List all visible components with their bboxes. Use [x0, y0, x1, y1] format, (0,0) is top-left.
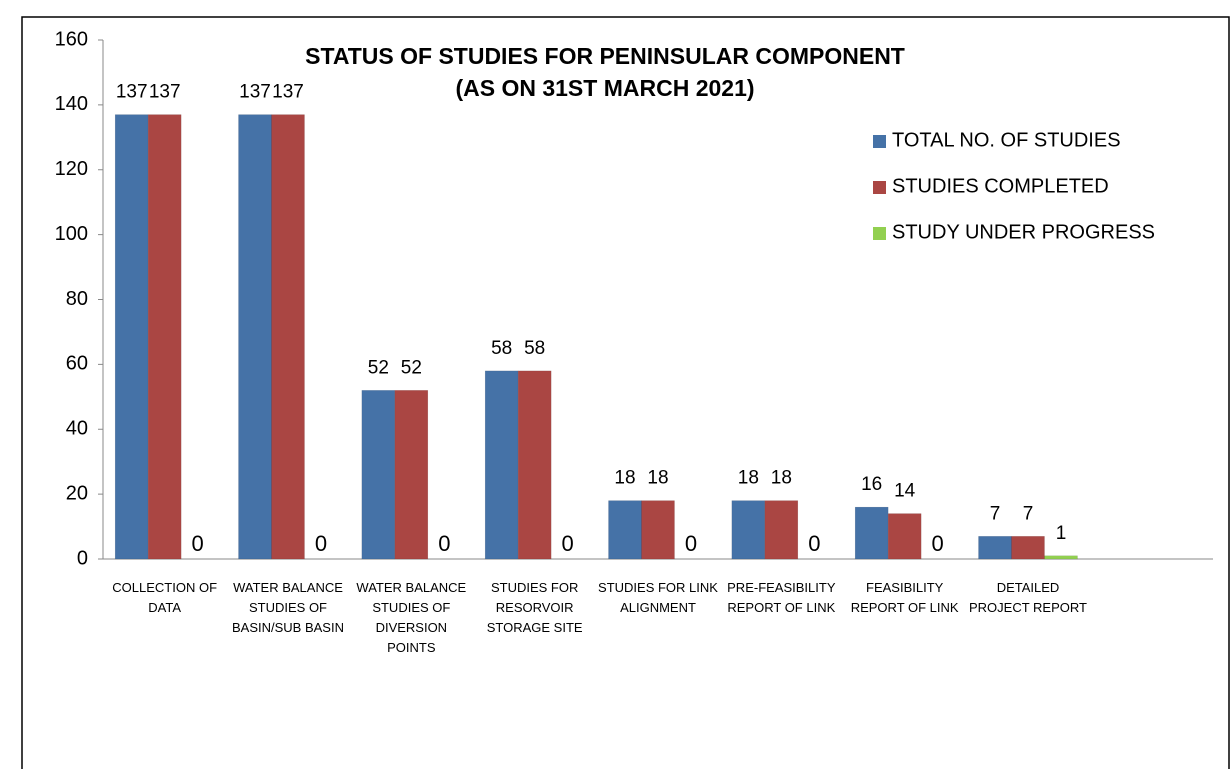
data-label: 52: [368, 357, 389, 378]
data-label: 7: [990, 503, 1001, 524]
bar: [764, 500, 799, 560]
bar: [361, 390, 396, 560]
data-label: 18: [738, 468, 759, 489]
bar: [484, 370, 519, 560]
x-tick-label: DETAILED PROJECT REPORT: [969, 580, 1087, 615]
data-label: 0: [562, 531, 574, 556]
x-tick-label: PRE-FEASIBILITY REPORT OF LINK: [727, 580, 836, 615]
legend-label: STUDY UNDER PROGRESS: [892, 221, 1155, 243]
y-tick-label: 120: [55, 158, 88, 180]
data-label: 16: [861, 474, 882, 495]
data-label: 58: [491, 338, 512, 359]
x-tick-label: STUDIES FOR LINK ALIGNMENT: [598, 580, 718, 615]
y-tick-label: 60: [66, 353, 88, 375]
bar: [731, 500, 766, 560]
bar: [238, 114, 272, 560]
data-label: 0: [315, 531, 327, 556]
data-label: 18: [647, 468, 668, 489]
data-label: 1: [1056, 523, 1067, 544]
x-tick-label: COLLECTION OF DATA: [112, 580, 218, 615]
data-label: 58: [524, 338, 545, 359]
y-tick-label: 20: [66, 482, 88, 504]
bar: [1011, 536, 1045, 560]
bar: [147, 114, 182, 560]
data-label: 7: [1023, 503, 1034, 524]
y-tick-label: 80: [66, 288, 88, 310]
data-label: 0: [192, 531, 204, 556]
data-label: 137: [116, 82, 148, 103]
bar: [271, 114, 305, 560]
data-label: 137: [272, 82, 304, 103]
data-label: 0: [685, 531, 697, 556]
data-label: 52: [401, 357, 422, 378]
x-tick-label: WATER BALANCE STUDIES OF BASIN/SUB BASIN: [232, 580, 344, 635]
chart-border: [21, 16, 1230, 769]
bar: [978, 536, 1012, 560]
bar: [114, 114, 149, 560]
legend-label: STUDIES COMPLETED: [892, 175, 1109, 197]
legend-swatch: [873, 135, 886, 148]
legend-label: TOTAL NO. OF STUDIES: [892, 129, 1121, 151]
bar: [854, 506, 889, 560]
y-tick-label: 160: [55, 28, 88, 50]
data-label: 0: [932, 531, 944, 556]
x-tick-label: FEASIBILITY REPORT OF LINK: [850, 580, 959, 615]
data-label: 14: [894, 481, 916, 502]
bar: [641, 500, 675, 560]
y-tick-label: 40: [66, 418, 88, 440]
x-tick-label: WATER BALANCE STUDIES OF DIVERSION POINT…: [356, 580, 467, 655]
data-label: 18: [771, 468, 792, 489]
bar: [394, 390, 429, 560]
x-tick-label: STUDIES FOR RESORVOIR STORAGE SITE: [486, 580, 583, 635]
legend-swatch: [873, 181, 886, 194]
data-label: 137: [239, 82, 271, 103]
bar: [608, 500, 642, 560]
bar: [517, 370, 552, 560]
data-label: 137: [149, 82, 181, 103]
y-tick-label: 0: [77, 547, 88, 569]
y-tick-label: 100: [55, 223, 88, 245]
data-label: 0: [438, 531, 450, 556]
legend-swatch: [873, 227, 886, 240]
bar: [1044, 555, 1078, 560]
data-label: 18: [614, 468, 635, 489]
data-label: 0: [808, 531, 820, 556]
y-tick-label: 140: [55, 93, 88, 115]
chart-subtitle: (AS ON 31ST MARCH 2021): [455, 75, 754, 101]
bar: [887, 513, 922, 560]
chart-title: STATUS OF STUDIES FOR PENINSULAR COMPONE…: [305, 43, 905, 69]
